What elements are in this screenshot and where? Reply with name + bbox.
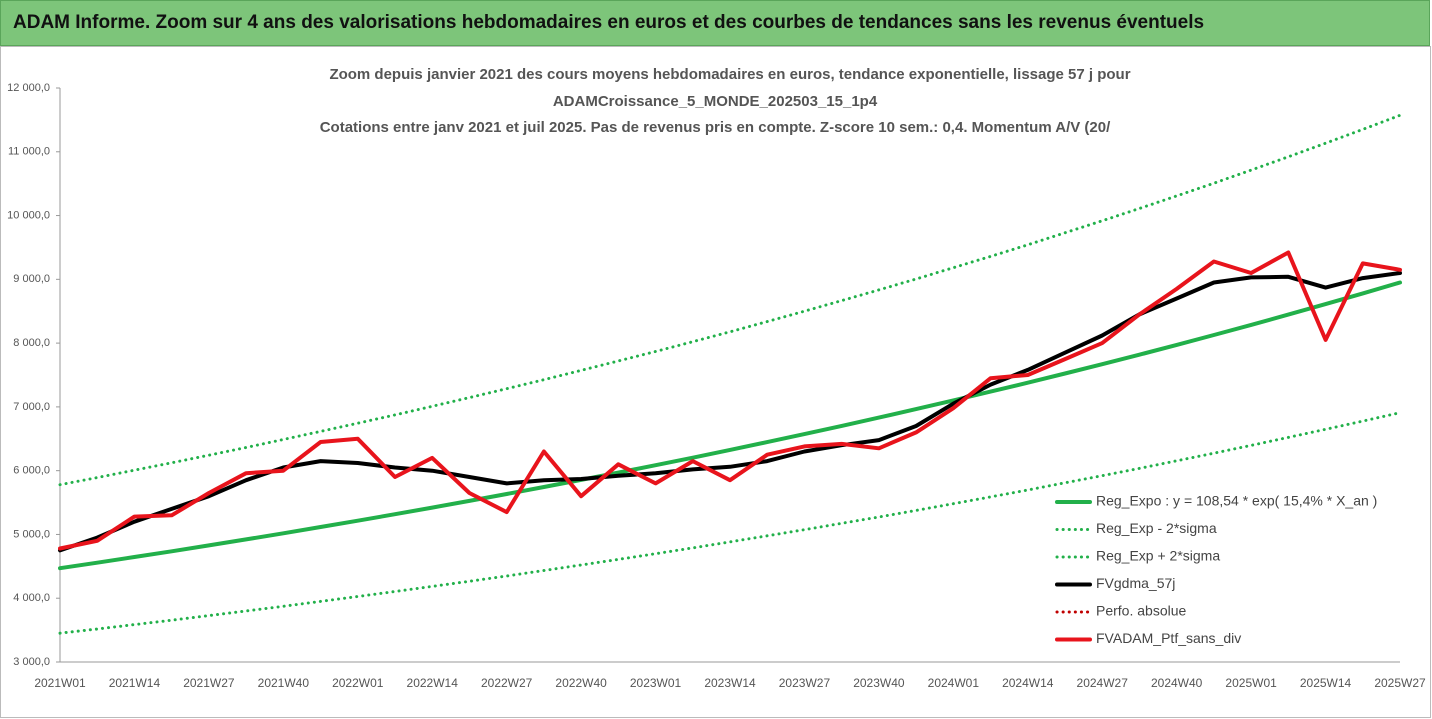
x-tick-label: 2024W40 <box>1151 676 1203 690</box>
x-tick-label: 2021W01 <box>34 676 86 690</box>
legend-label: Reg_Exp - 2*sigma <box>1096 520 1217 536</box>
y-tick-label: 7 000,0 <box>13 401 50 413</box>
x-tick-label: 2024W27 <box>1077 676 1129 690</box>
x-tick-label: 2025W01 <box>1225 676 1277 690</box>
x-tick-label: 2022W27 <box>481 676 533 690</box>
series-line <box>58 113 1402 487</box>
y-tick-label: 9 000,0 <box>13 273 50 285</box>
header: ADAM Informe. Zoom sur 4 ans des valoris… <box>0 0 1430 46</box>
x-tick-label: 2022W40 <box>555 676 607 690</box>
legend-label: Reg_Exp + 2*sigma <box>1096 548 1220 564</box>
x-tick-label: 2024W01 <box>928 676 980 690</box>
x-tick-label: 2021W14 <box>109 676 161 690</box>
y-tick-label: 3 000,0 <box>13 656 50 668</box>
y-tick-label: 10 000,0 <box>7 209 50 221</box>
x-tick-label: 2023W01 <box>630 676 682 690</box>
x-tick-label: 2023W14 <box>704 676 756 690</box>
header-title: ADAM Informe. Zoom sur 4 ans des valoris… <box>13 12 1205 33</box>
chart-title: Cotations entre janv 2021 et juil 2025. … <box>320 119 1111 136</box>
x-tick-label: 2025W14 <box>1300 676 1352 690</box>
series-line <box>58 411 1402 635</box>
legend-label: Perfo. absolue <box>1096 603 1186 619</box>
x-tick-label: 2022W14 <box>407 676 459 690</box>
y-tick-label: 6 000,0 <box>13 465 50 477</box>
chart-title: ADAMCroissance_5_MONDE_202503_15_1p4 <box>553 93 878 110</box>
x-tick-label: 2024W14 <box>1002 676 1054 690</box>
x-tick-label: 2023W40 <box>853 676 905 690</box>
series-line <box>58 280 1402 571</box>
x-tick-label: 2023W27 <box>779 676 831 690</box>
y-tick-label: 12 000,0 <box>7 82 50 94</box>
legend-label: FVADAM_Ptf_sans_div <box>1096 630 1241 646</box>
y-tick-label: 8 000,0 <box>13 337 50 349</box>
chart-title: Zoom depuis janvier 2021 des cours moyen… <box>329 66 1130 83</box>
x-tick-label: 2022W01 <box>332 676 384 690</box>
chart: Zoom depuis janvier 2021 des cours moyen… <box>0 46 1431 718</box>
chart-border <box>0 46 1431 718</box>
legend-label: FVgdma_57j <box>1096 575 1175 591</box>
x-tick-label: 2021W27 <box>183 676 235 690</box>
series-line <box>58 250 1402 551</box>
x-tick-label: 2021W40 <box>258 676 310 690</box>
x-tick-label: 2025W27 <box>1374 676 1426 690</box>
legend-label: Reg_Expo : y = 108,54 * exp( 15,4% * X_a… <box>1096 493 1377 509</box>
y-tick-label: 11 000,0 <box>8 146 50 158</box>
y-tick-label: 4 000,0 <box>13 592 50 604</box>
series-line <box>58 271 1402 553</box>
y-tick-label: 5 000,0 <box>13 528 50 540</box>
